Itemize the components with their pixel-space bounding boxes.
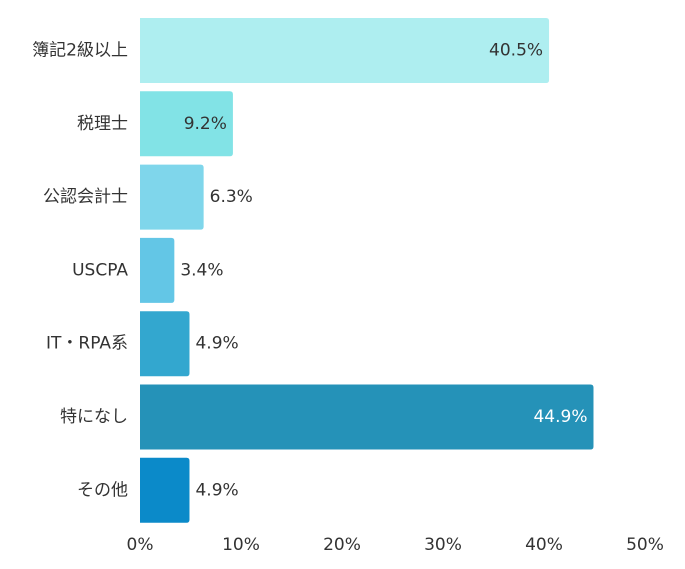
category-label-6: 特になし xyxy=(60,407,128,427)
x-tick-label-40: 40% xyxy=(525,535,563,555)
bar-7 xyxy=(140,457,190,523)
category-label-5: IT・RPA系 xyxy=(46,334,128,354)
category-label-1: 簿記2級以上 xyxy=(32,41,128,61)
data-label-6: 44.9% xyxy=(533,407,587,427)
data-label-5: 4.9% xyxy=(195,334,238,354)
bars-group: 40.5% 9.2% 6.3% 3.4% 4.9% 44.9% 4.9% xyxy=(140,18,594,523)
bar-1 xyxy=(140,18,550,83)
category-label-3: 公認会計士 xyxy=(43,187,128,207)
data-label-4: 3.4% xyxy=(180,260,223,280)
bar-2 xyxy=(140,91,233,157)
bar-4 xyxy=(140,237,175,303)
bar-5 xyxy=(140,311,190,377)
bar-3 xyxy=(140,164,204,230)
category-label-4: USCPA xyxy=(72,260,128,280)
data-label-2: 9.2% xyxy=(184,114,227,134)
x-tick-label-10: 10% xyxy=(222,535,260,555)
x-tick-label-0: 0% xyxy=(127,535,154,555)
data-label-1: 40.5% xyxy=(489,41,543,61)
bar-6 xyxy=(140,384,594,450)
x-tick-labels-group: 0% 10% 20% 30% 40% 50% xyxy=(127,535,664,555)
data-label-3: 6.3% xyxy=(210,187,253,207)
category-label-2: 税理士 xyxy=(77,114,128,134)
category-label-7: その他 xyxy=(77,480,128,500)
x-tick-label-50: 50% xyxy=(626,535,664,555)
data-label-7: 4.9% xyxy=(195,480,238,500)
x-tick-label-30: 30% xyxy=(424,535,462,555)
x-tick-label-20: 20% xyxy=(323,535,361,555)
